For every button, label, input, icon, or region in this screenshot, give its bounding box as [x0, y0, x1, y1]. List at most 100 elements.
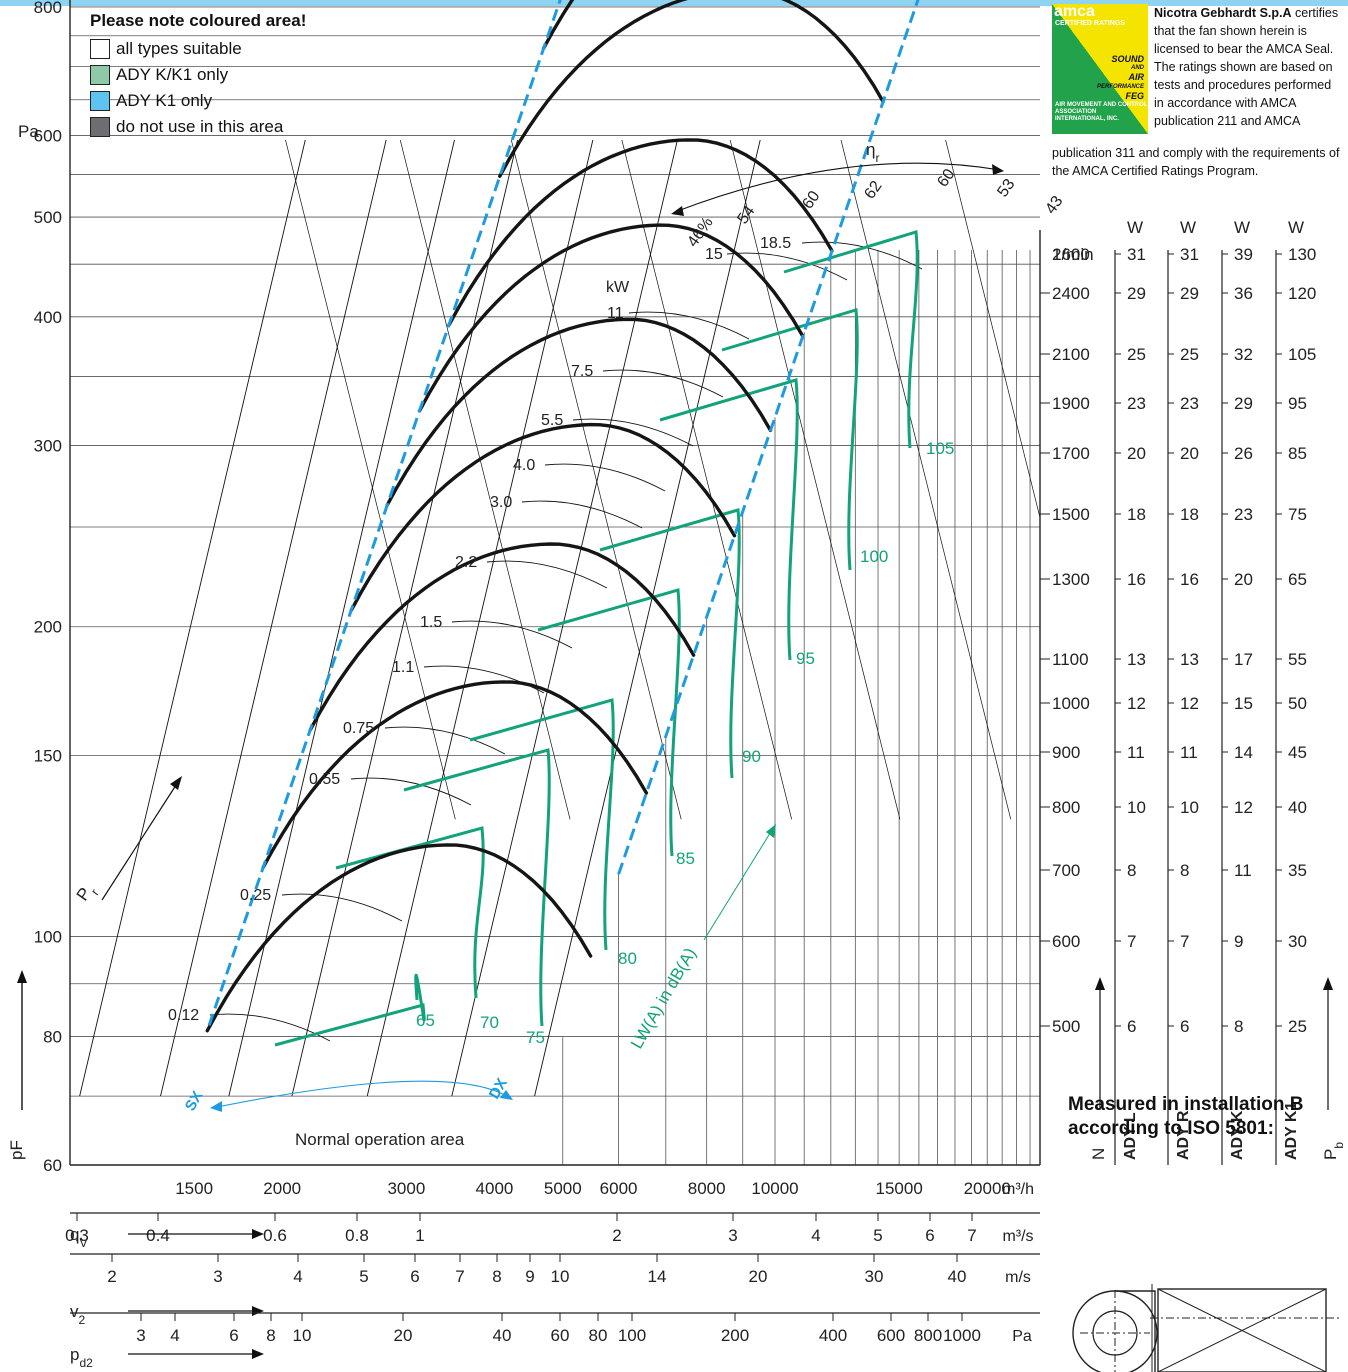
- power-value: 20: [1180, 444, 1199, 463]
- y-tick-label: 60: [43, 1156, 62, 1175]
- logo-word: PERFORMANCE: [1096, 84, 1144, 90]
- efficiency-symbol: ηr: [866, 140, 879, 165]
- power-value: 20: [1234, 570, 1253, 589]
- power-value: 18: [1127, 505, 1146, 524]
- x-axis-unit: m³/h: [1002, 1181, 1034, 1198]
- power-unit: W: [1288, 218, 1304, 237]
- efficiency-line: [451, 140, 678, 1097]
- power-value: 20: [1127, 444, 1146, 463]
- qv-axis-tick-label: 4: [811, 1226, 820, 1245]
- motor-power-label: 18.5: [760, 235, 791, 252]
- fan-curve: [417, 223, 805, 413]
- power-column-name: ADY K: [1229, 1110, 1246, 1160]
- speed-label: 1500: [1052, 505, 1090, 524]
- legend-item: ADY K1 only: [90, 88, 306, 114]
- y-axis-arrowhead: [17, 970, 27, 983]
- motor-power-arc: [572, 418, 694, 447]
- pr-symbol: P: [73, 884, 95, 904]
- y-tick-label: 500: [34, 208, 62, 227]
- speed-curves: [205, 0, 885, 1033]
- pd2-axis-symbol-sub: d2: [79, 1356, 93, 1370]
- pd2-axis-unit: Pa: [1012, 1328, 1032, 1345]
- normal-area-arrowhead: [210, 1101, 222, 1112]
- motor-power-arc: [521, 500, 643, 529]
- constant-flow-diagonal: [285, 140, 456, 820]
- sound-power-line: [659, 378, 799, 661]
- pd2-axis-tick-label: 1000: [943, 1326, 981, 1345]
- qv-axis-tick-label: 1: [415, 1226, 424, 1245]
- efficiency-line: [534, 140, 761, 1097]
- fan-curve: [308, 542, 696, 732]
- pd2-axis-tick-label: 600: [877, 1326, 905, 1345]
- fan-curve: [261, 680, 649, 870]
- normal-area-arrowhead: [500, 1090, 513, 1100]
- y-tick-label: 80: [43, 1027, 62, 1046]
- y-tick-label: 800: [34, 0, 62, 17]
- normal-area-label: Normal operation area: [295, 1130, 465, 1149]
- speed-label: 1100: [1052, 650, 1089, 669]
- power-value: 6: [1127, 1017, 1136, 1036]
- v2-axis-tick-label: 5: [359, 1267, 368, 1286]
- y-tick-label: 100: [34, 928, 62, 947]
- v2-axis-arrowhead: [252, 1306, 264, 1316]
- v2-axis-tick-label: 8: [492, 1267, 501, 1286]
- power-value: 8: [1234, 1017, 1243, 1036]
- power-value: 65: [1288, 570, 1307, 589]
- sx-limit-line: [207, 0, 562, 1026]
- fan-outlet: [1115, 1290, 1156, 1372]
- efficiency-label: 46%: [684, 214, 716, 250]
- power-value: 7: [1180, 932, 1189, 951]
- speed-power-scales: 1/min 2400 2100 1900 1700 1500 1300 1100 1000 900…: [1040, 218, 1346, 1165]
- v2-axis-tick-label: 14: [648, 1267, 667, 1286]
- power-value: 55: [1288, 650, 1307, 669]
- power-column-name: ADY K1: [1283, 1102, 1300, 1160]
- sound-power-label: 85: [676, 849, 695, 868]
- motor-power-arc: [281, 893, 403, 922]
- pb-symbol-sub: b: [1332, 1142, 1346, 1149]
- qv-axis-tick-label: 0.6: [263, 1226, 287, 1245]
- speed-label: 2600: [1052, 245, 1090, 264]
- v2-axis-tick-label: 6: [410, 1267, 419, 1286]
- constant-flow-diagonal: [840, 140, 1012, 820]
- sound-power-label: 65: [416, 1011, 435, 1030]
- v2-axis-tick-label: 30: [865, 1267, 884, 1286]
- dx-limit-line: [617, 0, 920, 875]
- pd2-axis-symbol: pd2: [70, 1345, 93, 1370]
- fan-curve: [349, 422, 737, 613]
- x-tick-label: 8000: [688, 1179, 726, 1198]
- speed-symbol: N: [1089, 1148, 1108, 1160]
- installation-diagram: [1072, 1284, 1340, 1372]
- v2-axis-tick-label: 2: [107, 1267, 116, 1286]
- pd2-axis-tick-label: 800: [914, 1326, 942, 1345]
- power-value: 12: [1234, 798, 1253, 817]
- area-kk1-only: [666, 0, 934, 102]
- legend-label: do not use in this area: [116, 117, 284, 136]
- sound-power-line: [274, 973, 426, 1047]
- qv-axis-tick-label: 7: [967, 1226, 976, 1245]
- x-tick-label: 3000: [387, 1179, 425, 1198]
- efficiency-symbol-sub: r: [875, 151, 879, 165]
- motor-power-arc: [350, 777, 472, 806]
- pd2-axis-arrowhead: [252, 1349, 264, 1359]
- legend-swatch-grey: [90, 117, 110, 137]
- sound-power-label: 70: [480, 1013, 499, 1032]
- fan-curve: [447, 138, 834, 328]
- efficiency-line: [291, 140, 518, 1097]
- efficiency-label: 43: [1042, 193, 1066, 217]
- legend-title: Please note coloured area!: [90, 11, 307, 30]
- pd2-axis-tick-label: 60: [551, 1326, 570, 1345]
- pb-symbol: Pb: [1321, 1142, 1346, 1160]
- pd2-axis-tick-label: 6: [229, 1326, 238, 1345]
- pr-arrowhead: [170, 776, 182, 790]
- logo-org: AIR MOVEMENT AND CONTROL ASSOCIATION INT…: [1055, 102, 1148, 122]
- sound-power-label: 95: [796, 649, 815, 668]
- power-value: 11: [1127, 743, 1145, 762]
- efficiency-arrowhead: [992, 164, 1004, 175]
- motor-power-label: 0.12: [168, 1007, 199, 1024]
- y-tick-label: 400: [34, 308, 62, 327]
- legend-item: do not use in this area: [90, 114, 306, 140]
- v2-axis-tick-label: 9: [525, 1267, 534, 1286]
- constant-flow-diagonal: [399, 140, 571, 820]
- coloured-areas: [666, 0, 1096, 102]
- power-value: 17: [1234, 650, 1253, 669]
